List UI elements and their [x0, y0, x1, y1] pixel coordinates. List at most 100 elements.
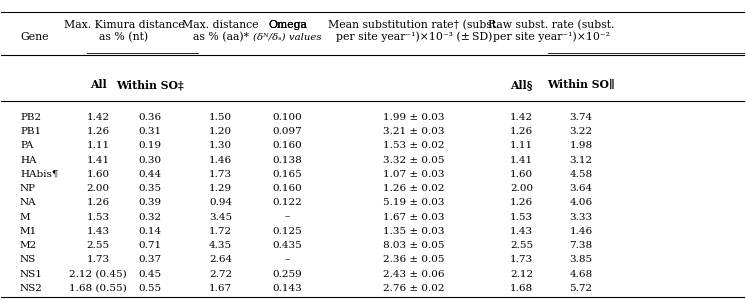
Text: 1.26: 1.26 [87, 198, 110, 207]
Text: 4.58: 4.58 [569, 170, 592, 179]
Text: 7.38: 7.38 [569, 241, 592, 250]
Text: PA: PA [20, 141, 34, 150]
Text: HAbis¶: HAbis¶ [20, 170, 58, 179]
Text: 0.44: 0.44 [139, 170, 162, 179]
Text: 1.43: 1.43 [87, 227, 110, 236]
Text: 0.122: 0.122 [272, 198, 302, 207]
Text: 2.43 ± 0.06: 2.43 ± 0.06 [383, 270, 445, 279]
Text: 4.06: 4.06 [569, 198, 592, 207]
Text: 3.74: 3.74 [569, 113, 592, 122]
Text: 0.160: 0.160 [272, 184, 302, 193]
Text: 0.125: 0.125 [272, 227, 302, 236]
Text: 0.71: 0.71 [139, 241, 162, 250]
Text: 0.19: 0.19 [139, 141, 162, 150]
Text: 0.39: 0.39 [139, 198, 162, 207]
Text: 0.32: 0.32 [139, 213, 162, 222]
Text: 1.53: 1.53 [87, 213, 110, 222]
Text: 3.45: 3.45 [209, 213, 232, 222]
Text: –: – [285, 256, 290, 265]
Text: as % (aa)*: as % (aa)* [192, 32, 248, 42]
Text: 1.41: 1.41 [510, 156, 533, 165]
Text: (⁠δ⁠ᴺ⁠/⁠δ⁠ₛ⁠) values: (⁠δ⁠ᴺ⁠/⁠δ⁠ₛ⁠) values [253, 33, 322, 42]
Text: 1.26 ± 0.02: 1.26 ± 0.02 [383, 184, 445, 193]
Text: 1.73: 1.73 [87, 256, 110, 265]
Text: NS1: NS1 [20, 270, 43, 279]
Text: 1.98: 1.98 [569, 141, 592, 150]
Text: 1.42: 1.42 [510, 113, 533, 122]
Text: –: – [285, 213, 290, 222]
Text: Omega: Omega [268, 20, 307, 30]
Text: 2.76 ± 0.02: 2.76 ± 0.02 [383, 284, 445, 293]
Text: 0.30: 0.30 [139, 156, 162, 165]
Text: 1.26: 1.26 [510, 198, 533, 207]
Text: 0.45: 0.45 [139, 270, 162, 279]
Text: 1.29: 1.29 [209, 184, 232, 193]
Text: 2.55: 2.55 [87, 241, 110, 250]
Text: 3.21 ± 0.03: 3.21 ± 0.03 [383, 127, 445, 136]
Text: 1.11: 1.11 [510, 141, 533, 150]
Text: as % (nt): as % (nt) [99, 32, 148, 42]
Text: 3.22: 3.22 [569, 127, 592, 136]
Text: 5.19 ± 0.03: 5.19 ± 0.03 [383, 198, 445, 207]
Text: 1.68: 1.68 [510, 284, 533, 293]
Text: 0.143: 0.143 [272, 284, 302, 293]
Text: 1.50: 1.50 [209, 113, 232, 122]
Text: 0.94: 0.94 [209, 198, 232, 207]
Text: per site year⁻¹)×10⁻²: per site year⁻¹)×10⁻² [493, 32, 610, 42]
Text: 1.73: 1.73 [510, 256, 533, 265]
Text: 2.72: 2.72 [209, 270, 232, 279]
Text: 2.55: 2.55 [510, 241, 533, 250]
Text: 1.99 ± 0.03: 1.99 ± 0.03 [383, 113, 445, 122]
Text: per site year⁻¹)×10⁻³ (± SD): per site year⁻¹)×10⁻³ (± SD) [336, 32, 492, 42]
Text: Within SO∥: Within SO∥ [548, 79, 615, 90]
Text: 3.32 ± 0.05: 3.32 ± 0.05 [383, 156, 445, 165]
Text: 3.33: 3.33 [569, 213, 592, 222]
Text: 0.138: 0.138 [272, 156, 302, 165]
Text: 4.35: 4.35 [209, 241, 232, 250]
Text: 0.165: 0.165 [272, 170, 302, 179]
Text: 3.85: 3.85 [569, 256, 592, 265]
Text: 1.67 ± 0.03: 1.67 ± 0.03 [383, 213, 445, 222]
Text: M2: M2 [20, 241, 37, 250]
Text: 1.41: 1.41 [87, 156, 110, 165]
Text: HA: HA [20, 156, 37, 165]
Text: 0.31: 0.31 [139, 127, 162, 136]
Text: 0.160: 0.160 [272, 141, 302, 150]
Text: 1.68 (0.55): 1.68 (0.55) [69, 284, 127, 293]
Text: 0.36: 0.36 [139, 113, 162, 122]
Text: 5.72: 5.72 [569, 284, 592, 293]
Text: 2.64: 2.64 [209, 256, 232, 265]
Text: 1.07 ± 0.03: 1.07 ± 0.03 [383, 170, 445, 179]
Text: Omega: Omega [268, 20, 307, 30]
Text: NA: NA [20, 198, 37, 207]
Text: 0.55: 0.55 [139, 284, 162, 293]
Text: 1.53: 1.53 [510, 213, 533, 222]
Text: 1.35 ± 0.03: 1.35 ± 0.03 [383, 227, 445, 236]
Text: 0.259: 0.259 [272, 270, 302, 279]
Text: 1.60: 1.60 [87, 170, 110, 179]
Text: Omega: Omega [268, 20, 307, 30]
Text: 8.03 ± 0.05: 8.03 ± 0.05 [383, 241, 445, 250]
Text: 0.100: 0.100 [272, 113, 302, 122]
Text: 2.12: 2.12 [510, 270, 533, 279]
Text: All: All [90, 79, 107, 90]
Text: 1.26: 1.26 [87, 127, 110, 136]
Text: 3.12: 3.12 [569, 156, 592, 165]
Text: 1.42: 1.42 [87, 113, 110, 122]
Text: 1.46: 1.46 [569, 227, 592, 236]
Text: 0.37: 0.37 [139, 256, 162, 265]
Text: NS: NS [20, 256, 37, 265]
Text: 1.60: 1.60 [510, 170, 533, 179]
Text: 0.435: 0.435 [272, 241, 302, 250]
Text: NS2: NS2 [20, 284, 43, 293]
Text: 2.00: 2.00 [510, 184, 533, 193]
Text: 1.20: 1.20 [209, 127, 232, 136]
Text: 0.35: 0.35 [139, 184, 162, 193]
Text: 4.68: 4.68 [569, 270, 592, 279]
Text: All§: All§ [510, 79, 533, 90]
Text: 1.53 ± 0.02: 1.53 ± 0.02 [383, 141, 445, 150]
Text: Max. Kimura distance: Max. Kimura distance [63, 20, 184, 30]
Text: 1.43: 1.43 [510, 227, 533, 236]
Text: 1.67: 1.67 [209, 284, 232, 293]
Text: 2.12 (0.45): 2.12 (0.45) [69, 270, 127, 279]
